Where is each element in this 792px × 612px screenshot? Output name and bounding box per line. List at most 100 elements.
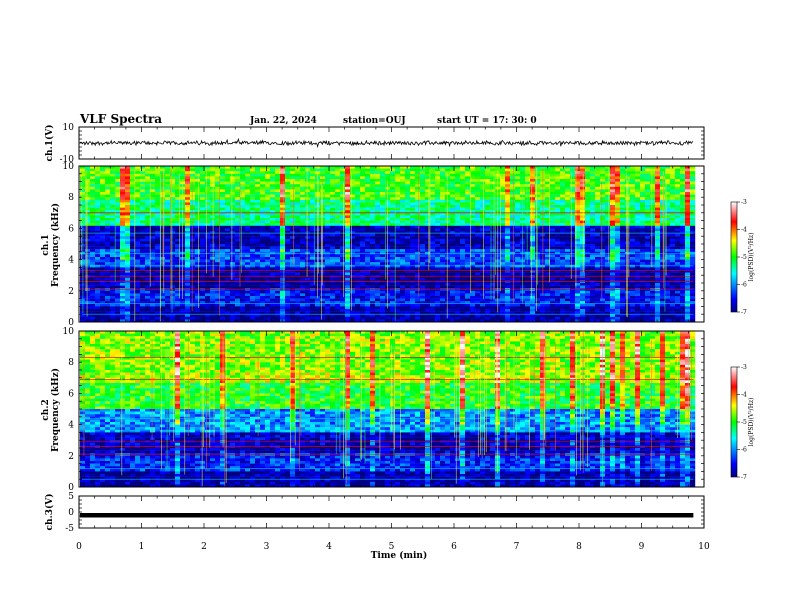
- spectrogram-cell: [475, 309, 481, 312]
- spectrogram-cell: [390, 241, 396, 245]
- spectrogram-cell: [195, 241, 201, 245]
- spectrogram-cell: [190, 225, 196, 229]
- spectrogram-cell: [305, 236, 311, 239]
- spectrogram-cell: [305, 285, 311, 289]
- spectrogram-cell: [260, 176, 266, 180]
- spectrogram-cell: [350, 176, 356, 180]
- spectrogram-cell: [280, 179, 286, 182]
- spectrogram-cell: [140, 168, 146, 172]
- spectrogram-cell: [350, 259, 356, 263]
- spectrogram-cell: [345, 264, 351, 268]
- spectrogram-cell: [380, 285, 386, 289]
- spectrogram-cell: [450, 186, 456, 190]
- spectrogram-cell: [210, 202, 216, 206]
- spectrogram-cell: [115, 202, 121, 206]
- spectrogram-cell: [270, 246, 276, 250]
- spectrogram-cell: [390, 215, 396, 219]
- spectrogram-cell: [130, 199, 136, 203]
- spectrogram-cell: [435, 171, 441, 174]
- spectrogram-cell: [195, 181, 201, 185]
- spectrogram-cell: [400, 166, 406, 169]
- spectrogram-cell: [415, 244, 421, 247]
- spectrogram-cell: [85, 283, 91, 286]
- spectrogram-cell: [335, 241, 341, 245]
- spectrogram-cell: [110, 184, 116, 187]
- spectrogram-cell: [165, 319, 171, 323]
- spectrogram-cell: [130, 176, 136, 180]
- spectrogram-cell: [205, 264, 211, 268]
- spectrogram-cell: [370, 306, 376, 310]
- spectrogram-cell: [150, 231, 156, 234]
- spectrogram-cell: [160, 303, 166, 307]
- spectrogram-cell: [140, 306, 146, 310]
- spectrogram-cell: [465, 207, 471, 211]
- spectrogram-cell: [330, 262, 336, 265]
- spectrogram-cell: [400, 301, 406, 304]
- spectrogram-cell: [460, 189, 466, 193]
- spectrogram-cell: [85, 244, 91, 247]
- spectrogram-cell: [325, 166, 331, 169]
- spectrogram-cell: [240, 246, 246, 250]
- spectrogram-cell: [485, 168, 491, 172]
- spectrogram-cell: [235, 306, 241, 310]
- spectrogram-cell: [175, 285, 181, 289]
- spectrogram-cell: [215, 220, 221, 224]
- spectrogram-cell: [480, 199, 486, 203]
- spectrogram-cell: [330, 246, 336, 250]
- spectrogram-cell: [155, 246, 161, 250]
- spectrogram-cell: [115, 259, 121, 263]
- spectrogram-cell: [310, 223, 316, 226]
- spectrogram-cell: [380, 207, 386, 211]
- spectrogram-cell: [115, 192, 121, 195]
- spectrogram-cell: [380, 199, 386, 203]
- spectrogram-cell: [175, 207, 181, 211]
- date-label: Jan. 22, 2024: [249, 116, 317, 126]
- spectrogram-cell: [175, 205, 181, 208]
- spectrogram-cell: [430, 181, 436, 185]
- spectrogram-cell: [120, 314, 126, 317]
- spectrogram-cell: [420, 244, 426, 247]
- spectrogram-cell: [440, 189, 446, 193]
- spectrogram-cell: [155, 293, 161, 297]
- spectrogram-cell: [255, 220, 261, 224]
- spectrogram-cell: [145, 215, 151, 219]
- spectrogram-cell: [430, 298, 436, 302]
- spectrogram-cell: [295, 168, 301, 172]
- spectrogram-cell: [225, 199, 231, 203]
- spectrogram-cell: [140, 249, 146, 252]
- spectrogram-cell: [415, 296, 421, 299]
- ch1-waveform-trace: [79, 137, 694, 149]
- spectrogram-cell: [240, 257, 246, 260]
- spectrogram-cell: [415, 246, 421, 250]
- spectrogram-cell: [255, 244, 261, 247]
- spectrogram-cell: [200, 290, 206, 294]
- spectrogram-cell: [420, 283, 426, 286]
- spectrogram-cell: [380, 223, 386, 226]
- spectrogram-cell: [285, 173, 291, 177]
- spectrogram-cell: [360, 218, 366, 221]
- spectrogram-cell: [340, 244, 346, 247]
- spectrogram-cell: [185, 184, 191, 187]
- spectrogram-cell: [295, 233, 301, 237]
- spectrogram-cell: [350, 314, 356, 317]
- spectrogram-cell: [205, 290, 211, 294]
- spectrogram-cell: [85, 199, 91, 203]
- spectrogram-cell: [420, 215, 426, 219]
- spectrogram-cell: [185, 314, 191, 317]
- spectrogram-cell: [245, 215, 251, 219]
- spectrogram-cell: [175, 176, 181, 180]
- spectrogram-cell: [290, 277, 296, 281]
- spectrogram-cell: [140, 301, 146, 304]
- spectrogram-cell: [455, 236, 461, 239]
- spectrogram-cell: [120, 298, 126, 302]
- spectrogram-cell: [120, 285, 126, 289]
- spectrogram-cell: [115, 309, 121, 312]
- spectrogram-cell: [230, 236, 236, 239]
- spectrogram-cell: [470, 270, 476, 273]
- spectrogram-cell: [90, 192, 96, 195]
- spectrogram-cell: [240, 199, 246, 203]
- spectrogram-cell: [135, 316, 141, 320]
- spectrogram-cell: [90, 168, 96, 172]
- spectrogram-cell: [400, 199, 406, 203]
- spectrogram-cell: [235, 277, 241, 281]
